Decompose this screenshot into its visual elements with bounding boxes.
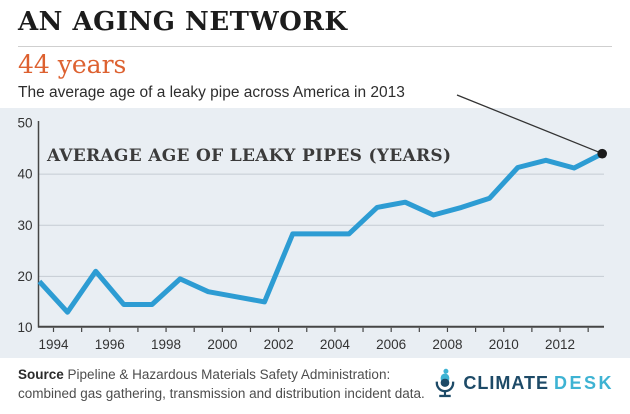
logo-word-desk: DESK [553, 373, 614, 393]
headline-stat: 44 years [18, 50, 127, 79]
headline-description: The average age of a leaky pipe across A… [18, 84, 405, 101]
source-note: Source Pipeline & Hazardous Materials Sa… [18, 365, 448, 403]
page-title: AN AGING NETWORK [18, 7, 348, 37]
source-line2: combined gas gathering, transmission and… [18, 386, 425, 401]
header-divider [18, 46, 612, 47]
climate-desk-logo: CLIMATE DESK [433, 368, 614, 399]
microphone-icon [436, 368, 455, 398]
logo-word-climate: CLIMATE [463, 373, 549, 393]
chart-title: AVERAGE AGE OF LEAKY PIPES (YEARS) [47, 146, 452, 166]
source-label: Source [18, 367, 64, 382]
source-line1: Pipeline & Hazardous Materials Safety Ad… [67, 367, 391, 382]
